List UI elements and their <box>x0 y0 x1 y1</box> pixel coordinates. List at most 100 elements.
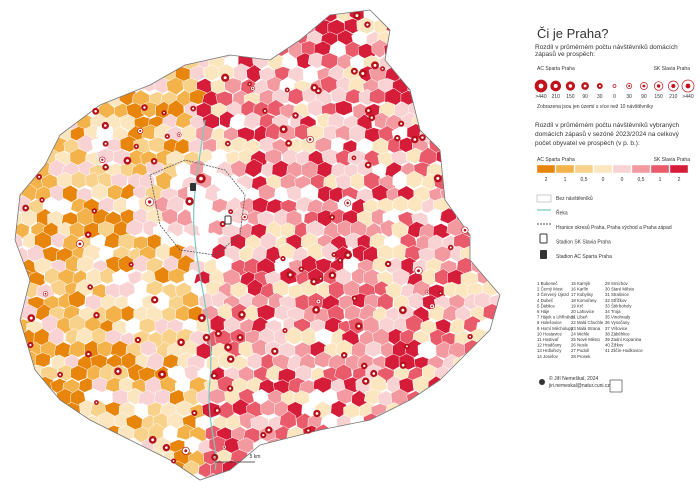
region <box>112 51 131 70</box>
region <box>516 78 534 93</box>
region <box>232 10 251 14</box>
district-name: 22 Malá Chuchle <box>571 320 604 325</box>
region <box>441 162 461 179</box>
region <box>15 161 25 178</box>
marker-core <box>370 116 373 119</box>
size-label: 150 <box>654 94 663 100</box>
region <box>406 437 425 455</box>
region <box>384 10 404 11</box>
region <box>468 112 486 129</box>
region <box>391 414 409 432</box>
region <box>187 16 205 34</box>
region <box>511 42 528 59</box>
marker-core <box>367 109 370 112</box>
region <box>120 475 138 480</box>
region <box>505 248 523 264</box>
region <box>476 101 494 119</box>
size-label: 150 <box>566 94 575 100</box>
region <box>90 16 108 33</box>
region <box>15 31 19 48</box>
region <box>223 10 243 22</box>
region <box>469 401 487 419</box>
region <box>477 412 496 429</box>
region <box>319 461 338 480</box>
marker-core <box>263 109 267 112</box>
marker-core <box>282 257 284 260</box>
region <box>344 447 362 465</box>
district-name: 8 Holešovice <box>537 320 562 325</box>
region <box>476 52 495 69</box>
region <box>512 112 529 130</box>
region <box>64 473 82 480</box>
region <box>284 451 304 468</box>
district-name: 10 Hostavice <box>537 331 562 336</box>
region <box>455 475 475 480</box>
region <box>497 10 500 11</box>
region <box>412 376 431 394</box>
region <box>15 50 19 69</box>
marker-core <box>307 429 310 432</box>
region <box>547 173 564 191</box>
marker-core <box>353 69 356 73</box>
region <box>428 400 447 417</box>
region <box>448 486 465 493</box>
region <box>510 211 527 228</box>
region <box>15 147 32 165</box>
region <box>417 436 437 454</box>
region <box>265 458 283 478</box>
size-label: 30 <box>597 94 603 100</box>
region <box>535 485 552 493</box>
region <box>421 77 439 95</box>
marker-core <box>317 89 320 93</box>
marker-core <box>346 253 350 257</box>
region <box>267 10 286 21</box>
legend-item: Stadion AC Sparta Praha <box>556 254 612 260</box>
region <box>469 19 489 36</box>
region <box>182 10 199 24</box>
region <box>120 18 137 35</box>
region <box>15 464 30 480</box>
region <box>511 282 528 299</box>
region <box>460 30 479 47</box>
region <box>39 10 59 24</box>
legend-left: AC Sparta Praha <box>537 157 575 163</box>
region <box>153 389 172 406</box>
region <box>93 41 111 58</box>
region <box>407 410 426 429</box>
marker-core <box>317 300 320 303</box>
region <box>176 473 194 480</box>
region <box>510 0 526 11</box>
marker-core <box>286 89 289 91</box>
region <box>421 388 441 407</box>
region <box>281 437 300 455</box>
region <box>191 0 208 9</box>
region <box>20 16 39 35</box>
region <box>503 151 520 169</box>
region <box>47 448 66 467</box>
marker-core <box>86 233 90 236</box>
region <box>70 10 89 23</box>
region <box>442 473 460 480</box>
map-regions <box>0 0 564 493</box>
region <box>71 436 90 454</box>
region <box>490 29 500 46</box>
marker-core <box>300 268 303 271</box>
region <box>309 438 325 457</box>
region <box>15 198 19 216</box>
region <box>161 41 179 60</box>
map-outline <box>14 9 501 481</box>
region <box>105 41 124 58</box>
color-swatch <box>650 164 670 174</box>
region <box>351 459 370 479</box>
region <box>35 44 53 61</box>
region <box>0 304 10 321</box>
region <box>512 451 530 468</box>
region <box>15 329 23 347</box>
region <box>503 270 521 288</box>
region <box>406 10 426 21</box>
region <box>244 158 263 178</box>
region <box>139 31 158 50</box>
region <box>85 55 102 74</box>
district-name: 30 Staré Město <box>605 287 635 292</box>
region <box>428 446 446 465</box>
